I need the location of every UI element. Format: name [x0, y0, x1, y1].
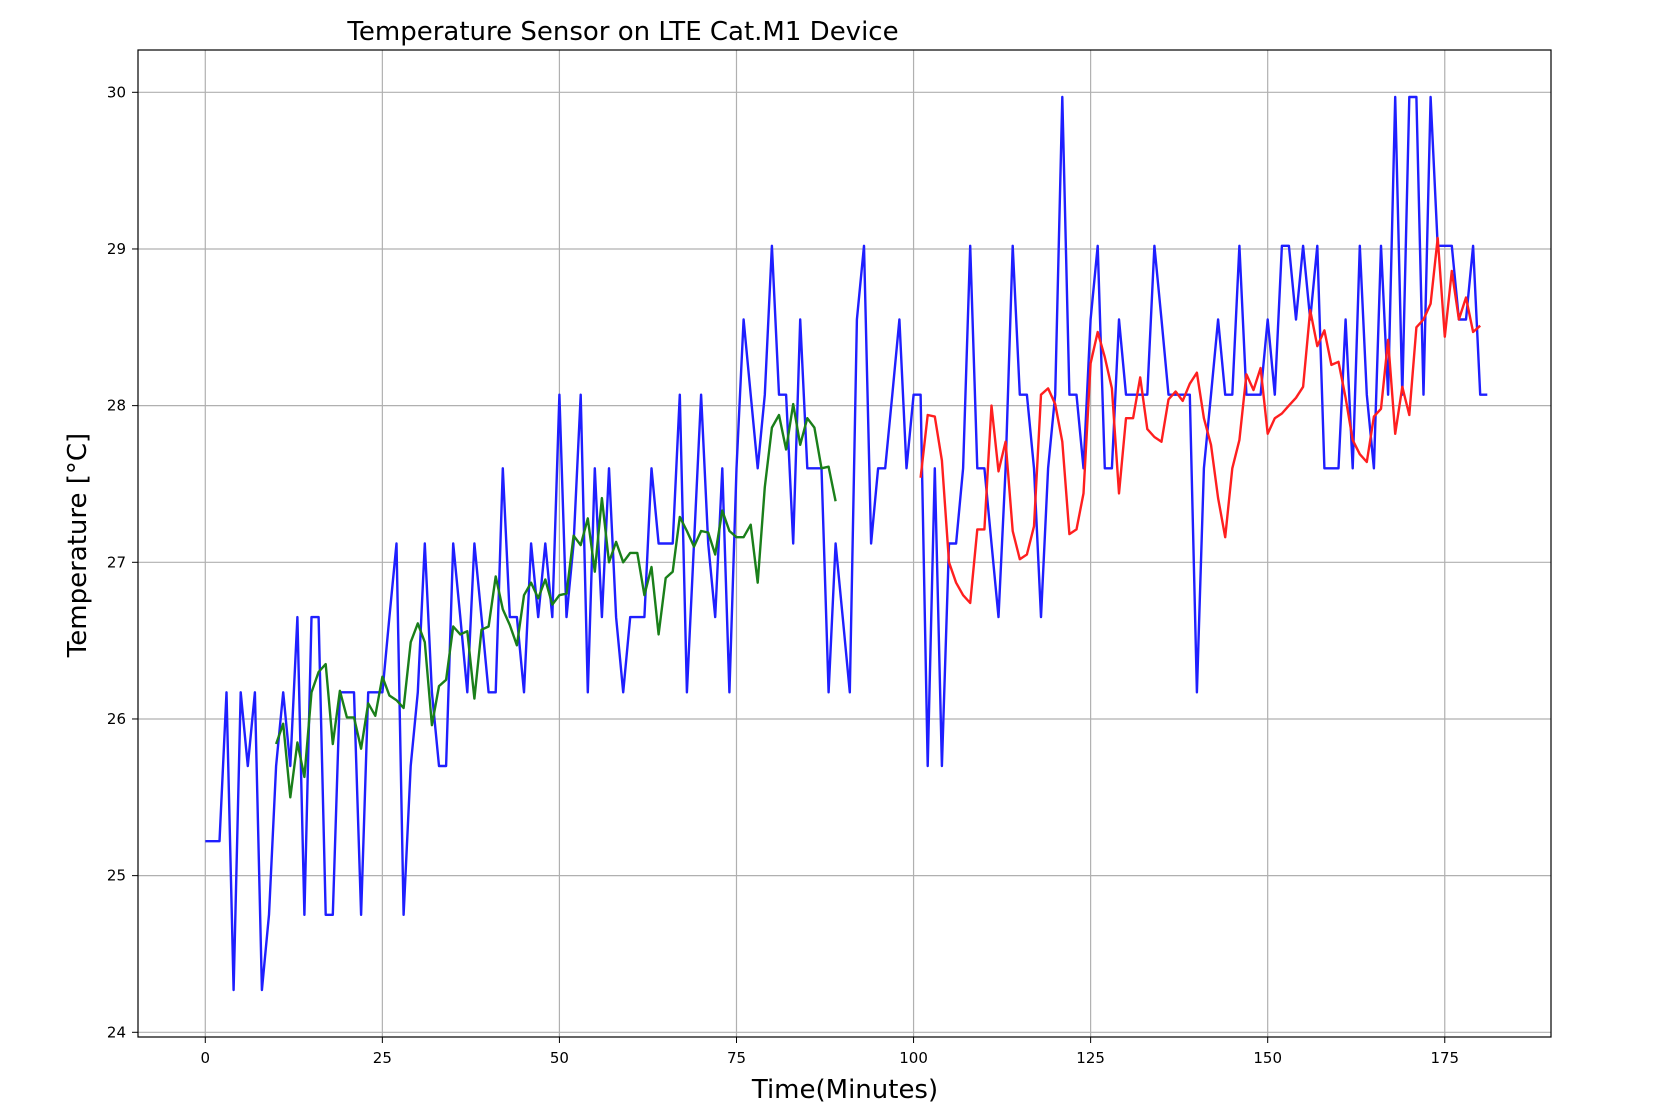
chart-title: Temperature Sensor on LTE Cat.M1 Device: [346, 17, 898, 47]
plot-frame: [137, 49, 1552, 1038]
y-tick-label: 27: [107, 553, 126, 571]
x-tick-label: 0: [201, 1049, 211, 1067]
x-tick-label: 50: [550, 1049, 569, 1067]
x-tick-label: 75: [727, 1049, 746, 1067]
y-tick-label: 30: [107, 83, 126, 101]
x-tick-label: 175: [1430, 1049, 1459, 1067]
red-series-line: [919, 236, 1481, 605]
x-tick-label: 100: [899, 1049, 928, 1067]
y-tick-label: 28: [107, 397, 126, 415]
y-tick-label: 25: [107, 867, 126, 885]
x-axis-ticks: 0 25 50 75 100 125 150 175: [201, 1037, 1459, 1067]
y-axis-title: Temperature [°C]: [63, 433, 93, 658]
y-axis-ticks: 24 25 26 27 28 29 30: [107, 83, 138, 1041]
y-tick-label: 29: [107, 240, 126, 258]
x-tick-label: 25: [373, 1049, 392, 1067]
series-lines: [205, 95, 1488, 992]
y-tick-label: 26: [107, 710, 126, 728]
x-tick-label: 125: [1076, 1049, 1105, 1067]
x-axis-title: Time(Minutes): [751, 1075, 938, 1105]
blue-series-line: [205, 95, 1488, 992]
green-series-line: [274, 402, 837, 799]
y-tick-label: 24: [107, 1023, 126, 1041]
x-tick-label: 150: [1253, 1049, 1282, 1067]
gridlines: [138, 50, 1551, 1037]
